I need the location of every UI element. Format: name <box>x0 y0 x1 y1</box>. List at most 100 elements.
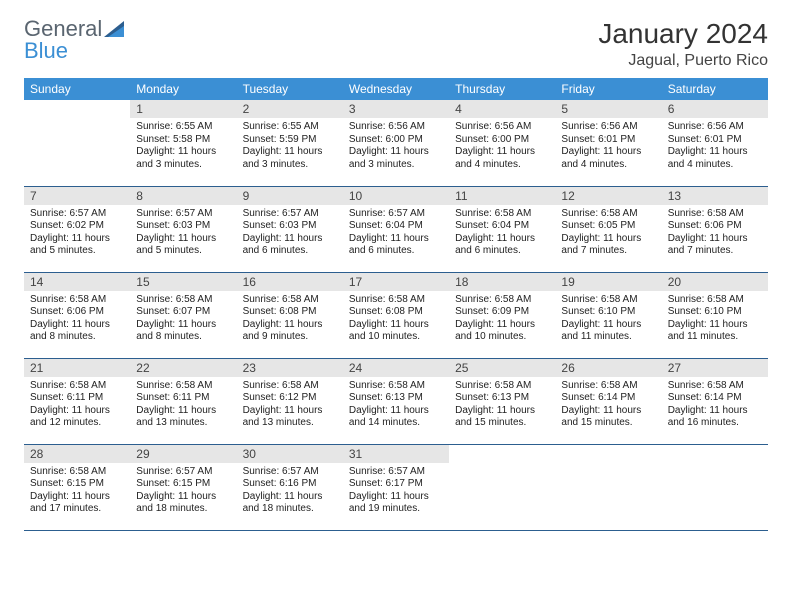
calendar-cell: 13Sunrise: 6:58 AMSunset: 6:06 PMDayligh… <box>662 186 768 272</box>
day-details: Sunrise: 6:56 AMSunset: 6:00 PMDaylight:… <box>449 118 555 175</box>
day-number: 12 <box>555 187 661 205</box>
brand-name-2: Blue <box>24 38 68 63</box>
day-details: Sunrise: 6:58 AMSunset: 6:10 PMDaylight:… <box>662 291 768 348</box>
day-details: Sunrise: 6:57 AMSunset: 6:04 PMDaylight:… <box>343 205 449 262</box>
calendar-cell: 9Sunrise: 6:57 AMSunset: 6:03 PMDaylight… <box>237 186 343 272</box>
day-number: 6 <box>662 100 768 118</box>
day-details: Sunrise: 6:58 AMSunset: 6:12 PMDaylight:… <box>237 377 343 434</box>
month-title: January 2024 <box>598 18 768 50</box>
weekday-header: Friday <box>555 78 661 100</box>
day-number: 10 <box>343 187 449 205</box>
calendar-cell <box>555 444 661 530</box>
calendar-cell: 15Sunrise: 6:58 AMSunset: 6:07 PMDayligh… <box>130 272 236 358</box>
day-details: Sunrise: 6:58 AMSunset: 6:06 PMDaylight:… <box>662 205 768 262</box>
calendar-cell: 16Sunrise: 6:58 AMSunset: 6:08 PMDayligh… <box>237 272 343 358</box>
calendar-cell: 1Sunrise: 6:55 AMSunset: 5:58 PMDaylight… <box>130 100 236 186</box>
calendar-cell: 4Sunrise: 6:56 AMSunset: 6:00 PMDaylight… <box>449 100 555 186</box>
calendar-cell: 22Sunrise: 6:58 AMSunset: 6:11 PMDayligh… <box>130 358 236 444</box>
weekday-header: Wednesday <box>343 78 449 100</box>
day-number: 29 <box>130 445 236 463</box>
day-number: 3 <box>343 100 449 118</box>
day-number: 28 <box>24 445 130 463</box>
day-number: 24 <box>343 359 449 377</box>
day-details: Sunrise: 6:58 AMSunset: 6:08 PMDaylight:… <box>343 291 449 348</box>
day-number: 30 <box>237 445 343 463</box>
location: Jagual, Puerto Rico <box>598 52 768 70</box>
day-details: Sunrise: 6:58 AMSunset: 6:11 PMDaylight:… <box>130 377 236 434</box>
day-number: 18 <box>449 273 555 291</box>
day-details: Sunrise: 6:58 AMSunset: 6:05 PMDaylight:… <box>555 205 661 262</box>
day-details: Sunrise: 6:55 AMSunset: 5:58 PMDaylight:… <box>130 118 236 175</box>
day-details: Sunrise: 6:57 AMSunset: 6:17 PMDaylight:… <box>343 463 449 520</box>
calendar-cell <box>449 444 555 530</box>
day-details: Sunrise: 6:56 AMSunset: 6:01 PMDaylight:… <box>555 118 661 175</box>
day-details: Sunrise: 6:58 AMSunset: 6:14 PMDaylight:… <box>555 377 661 434</box>
day-number: 13 <box>662 187 768 205</box>
day-number: 25 <box>449 359 555 377</box>
weekday-header: Monday <box>130 78 236 100</box>
weekday-header: Saturday <box>662 78 768 100</box>
weekday-header-row: SundayMondayTuesdayWednesdayThursdayFrid… <box>24 78 768 100</box>
day-number: 20 <box>662 273 768 291</box>
calendar-cell: 18Sunrise: 6:58 AMSunset: 6:09 PMDayligh… <box>449 272 555 358</box>
calendar-cell: 29Sunrise: 6:57 AMSunset: 6:15 PMDayligh… <box>130 444 236 530</box>
calendar-cell: 31Sunrise: 6:57 AMSunset: 6:17 PMDayligh… <box>343 444 449 530</box>
day-details: Sunrise: 6:58 AMSunset: 6:04 PMDaylight:… <box>449 205 555 262</box>
calendar-week-row: 7Sunrise: 6:57 AMSunset: 6:02 PMDaylight… <box>24 186 768 272</box>
day-number: 4 <box>449 100 555 118</box>
day-number: 9 <box>237 187 343 205</box>
calendar-cell: 5Sunrise: 6:56 AMSunset: 6:01 PMDaylight… <box>555 100 661 186</box>
calendar-cell <box>24 100 130 186</box>
day-details: Sunrise: 6:57 AMSunset: 6:03 PMDaylight:… <box>130 205 236 262</box>
calendar-cell: 26Sunrise: 6:58 AMSunset: 6:14 PMDayligh… <box>555 358 661 444</box>
day-details: Sunrise: 6:58 AMSunset: 6:14 PMDaylight:… <box>662 377 768 434</box>
calendar-cell: 23Sunrise: 6:58 AMSunset: 6:12 PMDayligh… <box>237 358 343 444</box>
day-number: 1 <box>130 100 236 118</box>
day-details: Sunrise: 6:58 AMSunset: 6:09 PMDaylight:… <box>449 291 555 348</box>
day-details: Sunrise: 6:58 AMSunset: 6:13 PMDaylight:… <box>343 377 449 434</box>
calendar-cell: 7Sunrise: 6:57 AMSunset: 6:02 PMDaylight… <box>24 186 130 272</box>
day-number: 5 <box>555 100 661 118</box>
day-details: Sunrise: 6:57 AMSunset: 6:02 PMDaylight:… <box>24 205 130 262</box>
calendar-cell: 3Sunrise: 6:56 AMSunset: 6:00 PMDaylight… <box>343 100 449 186</box>
day-details: Sunrise: 6:58 AMSunset: 6:15 PMDaylight:… <box>24 463 130 520</box>
day-number: 14 <box>24 273 130 291</box>
weekday-header: Thursday <box>449 78 555 100</box>
day-number: 19 <box>555 273 661 291</box>
day-number: 11 <box>449 187 555 205</box>
day-number: 8 <box>130 187 236 205</box>
calendar-week-row: 21Sunrise: 6:58 AMSunset: 6:11 PMDayligh… <box>24 358 768 444</box>
day-details: Sunrise: 6:56 AMSunset: 6:01 PMDaylight:… <box>662 118 768 175</box>
calendar-cell: 21Sunrise: 6:58 AMSunset: 6:11 PMDayligh… <box>24 358 130 444</box>
day-details: Sunrise: 6:57 AMSunset: 6:15 PMDaylight:… <box>130 463 236 520</box>
calendar-cell: 11Sunrise: 6:58 AMSunset: 6:04 PMDayligh… <box>449 186 555 272</box>
calendar-cell: 20Sunrise: 6:58 AMSunset: 6:10 PMDayligh… <box>662 272 768 358</box>
calendar-cell: 8Sunrise: 6:57 AMSunset: 6:03 PMDaylight… <box>130 186 236 272</box>
calendar-cell: 10Sunrise: 6:57 AMSunset: 6:04 PMDayligh… <box>343 186 449 272</box>
day-details: Sunrise: 6:57 AMSunset: 6:16 PMDaylight:… <box>237 463 343 520</box>
brand-logo: GeneralBlue <box>24 18 126 62</box>
calendar-cell: 24Sunrise: 6:58 AMSunset: 6:13 PMDayligh… <box>343 358 449 444</box>
day-number: 26 <box>555 359 661 377</box>
day-number: 16 <box>237 273 343 291</box>
calendar-cell: 28Sunrise: 6:58 AMSunset: 6:15 PMDayligh… <box>24 444 130 530</box>
day-number: 17 <box>343 273 449 291</box>
day-details: Sunrise: 6:57 AMSunset: 6:03 PMDaylight:… <box>237 205 343 262</box>
day-number: 23 <box>237 359 343 377</box>
day-details: Sunrise: 6:58 AMSunset: 6:06 PMDaylight:… <box>24 291 130 348</box>
calendar-cell: 30Sunrise: 6:57 AMSunset: 6:16 PMDayligh… <box>237 444 343 530</box>
day-number: 31 <box>343 445 449 463</box>
calendar-cell: 17Sunrise: 6:58 AMSunset: 6:08 PMDayligh… <box>343 272 449 358</box>
title-block: January 2024 Jagual, Puerto Rico <box>598 18 768 70</box>
day-details: Sunrise: 6:55 AMSunset: 5:59 PMDaylight:… <box>237 118 343 175</box>
brand-sail-icon <box>104 18 126 40</box>
day-details: Sunrise: 6:56 AMSunset: 6:00 PMDaylight:… <box>343 118 449 175</box>
day-number: 27 <box>662 359 768 377</box>
calendar-week-row: 28Sunrise: 6:58 AMSunset: 6:15 PMDayligh… <box>24 444 768 530</box>
weekday-header: Tuesday <box>237 78 343 100</box>
calendar-cell: 19Sunrise: 6:58 AMSunset: 6:10 PMDayligh… <box>555 272 661 358</box>
day-number: 22 <box>130 359 236 377</box>
day-details: Sunrise: 6:58 AMSunset: 6:08 PMDaylight:… <box>237 291 343 348</box>
calendar-week-row: 1Sunrise: 6:55 AMSunset: 5:58 PMDaylight… <box>24 100 768 186</box>
day-details: Sunrise: 6:58 AMSunset: 6:07 PMDaylight:… <box>130 291 236 348</box>
